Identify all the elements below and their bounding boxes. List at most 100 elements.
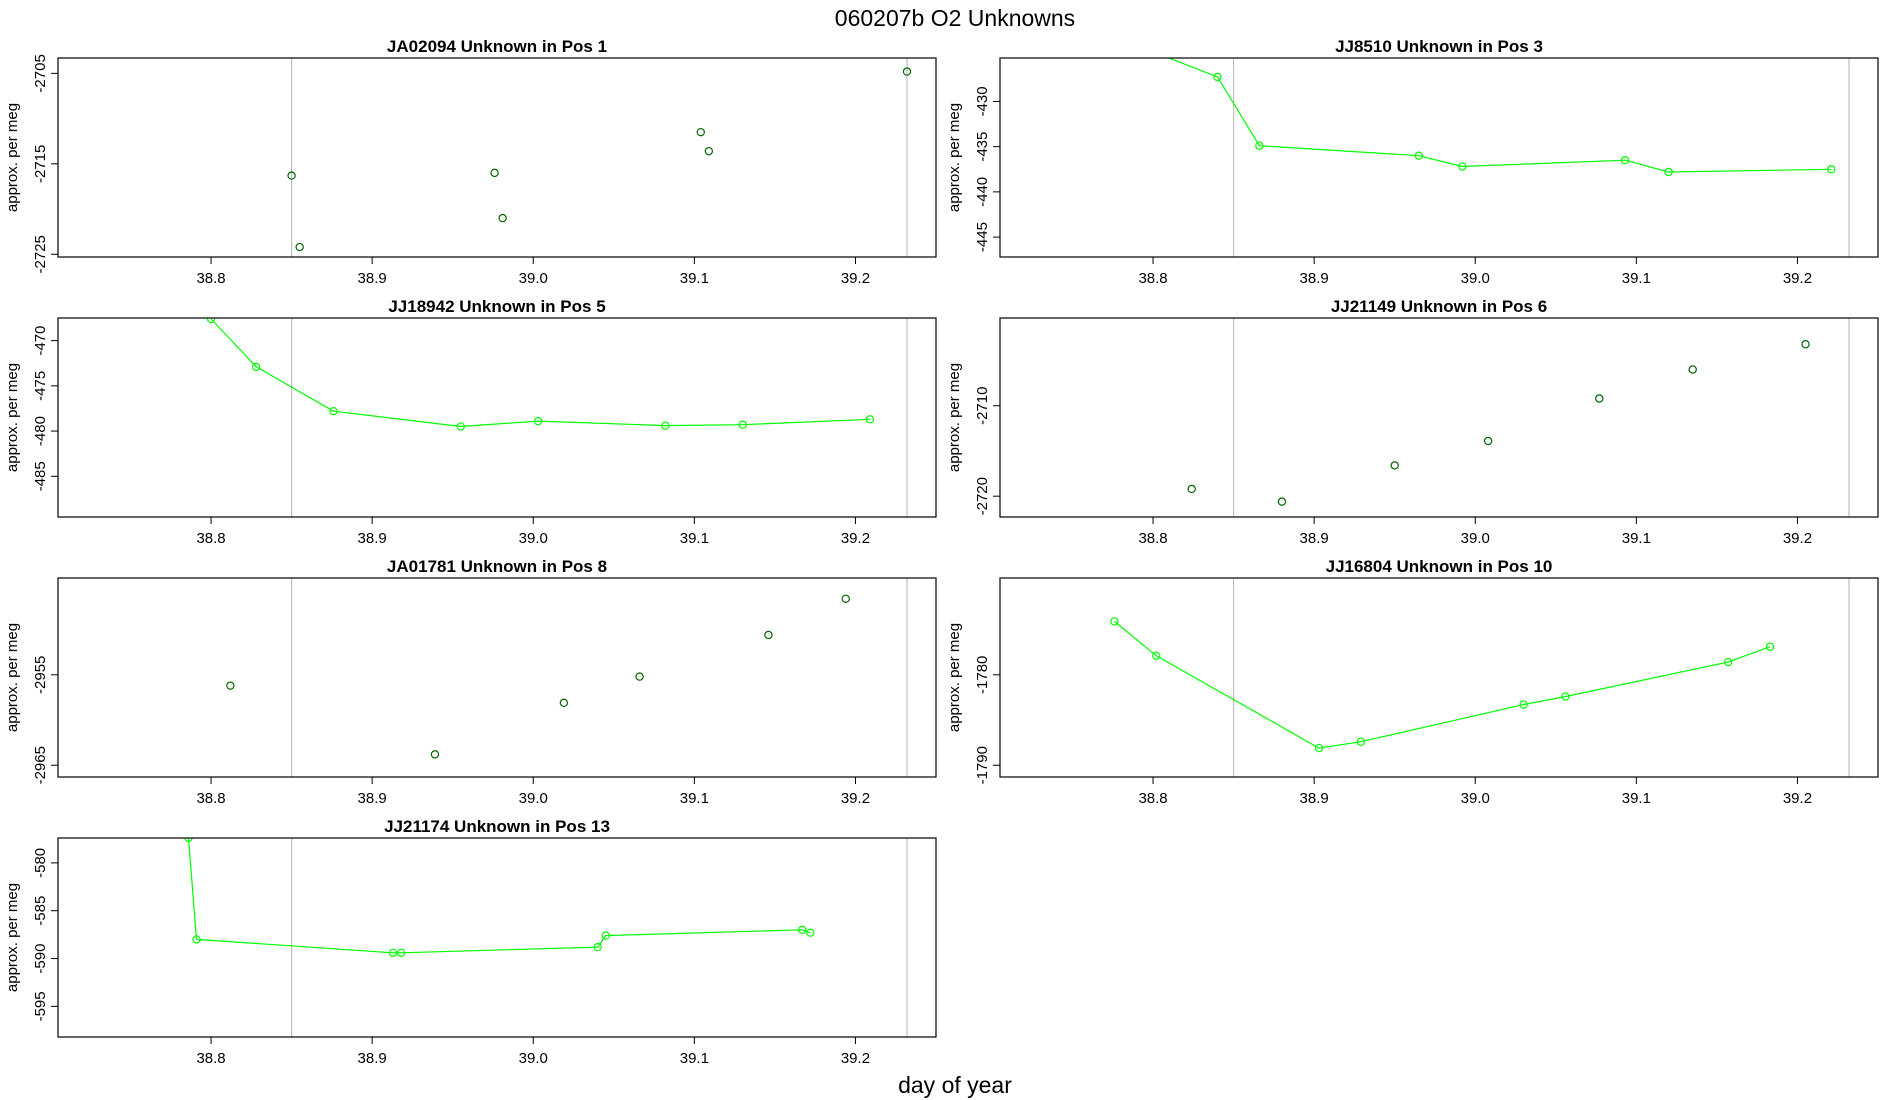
panel-5-point-4 [635, 672, 644, 681]
panel-1-frame [57, 57, 937, 258]
panel-3-point-4 [456, 422, 465, 431]
panel-6-plot-area [1110, 578, 1850, 777]
panel-2-xtick-label-1: 38.8 [1138, 270, 1167, 287]
panel-4-xtick-label-2: 38.9 [1300, 530, 1329, 547]
panel-7-ytick-label-4: -595 [32, 991, 49, 1021]
panel-4-xtick-label-5: 39.2 [1783, 530, 1812, 547]
panel-2-title: JJ8510 Unknown in Pos 3 [1335, 37, 1543, 56]
panel-5-ytick-label-1: -2955 [32, 656, 49, 694]
panel-2-point-5 [1458, 162, 1467, 171]
panel-1-title: JA02094 Unknown in Pos 1 [387, 37, 607, 56]
panel-6-point-2 [1152, 651, 1161, 660]
panel-5-xtick-label-4: 39.1 [680, 790, 709, 807]
panel-1-point-6 [704, 146, 714, 156]
panel-2-point-2 [1213, 72, 1222, 82]
panel-6-ytick-label-1: -1780 [974, 656, 991, 694]
panel-3-xtick-label-3: 39.0 [519, 530, 548, 547]
panel-3-plot-area [206, 318, 908, 517]
panel-4-ytick-label-2: -2720 [974, 477, 991, 515]
figure-title: 060207b O2 Unknowns [835, 5, 1075, 31]
panel-2-ytick-label-3: -440 [974, 177, 991, 207]
panel-6-point-4 [1356, 737, 1366, 746]
panel-4-point-5 [1595, 394, 1604, 403]
panel-7-xtick-label-5: 39.2 [841, 1050, 870, 1067]
panel-2-y-axis-label: approx. per meg [946, 103, 963, 212]
x-axis-label: day of year [898, 1072, 1012, 1098]
panel-4-xtick-label-1: 38.8 [1138, 530, 1167, 547]
panel-1-point-3 [490, 168, 499, 178]
panel-1-plot-area [287, 58, 912, 257]
panel-7-point-8 [806, 928, 815, 937]
panel-3-xtick-label-4: 39.1 [680, 530, 709, 547]
panel-4-xtick-label-3: 39.0 [1461, 530, 1490, 547]
panel-6-ytick-label-2: -1790 [974, 746, 991, 784]
panel-5-point-3 [559, 698, 569, 708]
panel-4-point-1 [1187, 484, 1196, 494]
panel-1-point-2 [295, 242, 304, 252]
panel-6-point-1 [1110, 617, 1119, 626]
panel-1-ytick-label-2: -2715 [32, 145, 49, 183]
panel-5-title: JA01781 Unknown in Pos 8 [387, 557, 607, 576]
panel-2-point-3 [1255, 141, 1264, 150]
panel-3-frame [57, 317, 937, 518]
panel-7-point-3 [388, 948, 398, 958]
panel-7: JJ21174 Unknown in Pos 13 38.8 38.9 39.0 39.… [4, 817, 937, 1067]
panel-3-ytick-label-2: -475 [32, 371, 49, 401]
panel-7-plot-area [184, 838, 908, 1037]
panel-4-title: JJ21149 Unknown in Pos 6 [1331, 297, 1547, 316]
panel-6-xtick-label-2: 38.9 [1300, 790, 1329, 807]
panel-6-frame [999, 577, 1879, 778]
panel-1-ytick-label-1: -2705 [32, 54, 49, 92]
panel-6-point-7 [1723, 657, 1733, 667]
panel-1-ytick-label-3: -2725 [32, 235, 49, 273]
panel-3-xtick-label-2: 38.9 [358, 530, 387, 547]
panel-3-point-2 [251, 362, 261, 372]
panel-7-point-4 [396, 948, 406, 958]
panel-7-point-2 [192, 935, 201, 944]
panel-4-plot-area [1187, 318, 1850, 517]
panel-6-point-8 [1765, 642, 1775, 651]
panel-6-xtick-label-5: 39.2 [1783, 790, 1812, 807]
panel-2-xtick-label-5: 39.2 [1783, 270, 1812, 287]
panel-6-point-3 [1314, 743, 1324, 753]
panel-4-point-2 [1277, 497, 1287, 506]
panel-3-point-6 [661, 421, 670, 430]
panel-7-frame [57, 837, 937, 1038]
panel-3-series-line [210, 318, 870, 428]
panel-7-xtick-label-1: 38.8 [196, 1050, 225, 1067]
panel-5-frame [57, 577, 937, 778]
panel-6: JJ16804 Unknown in Pos 10 38.8 38.9 39.0 39.… [946, 557, 1879, 807]
panel-5-point-1 [226, 681, 235, 690]
panel-5-point-5 [764, 630, 773, 640]
panels: JA02094 Unknown in Pos 1 38.8 38.9 39.0 39.1… [4, 37, 1879, 1067]
panel-3-ytick-label-3: -480 [32, 416, 49, 446]
panel-5-xtick-label-5: 39.2 [841, 790, 870, 807]
panel-1-xtick-label-3: 39.0 [519, 270, 548, 287]
panel-1-xtick-label-1: 38.8 [196, 270, 225, 287]
panel-4-point-6 [1688, 365, 1697, 374]
panel-4-point-4 [1483, 436, 1493, 446]
panel-2-xtick-label-3: 39.0 [1461, 270, 1490, 287]
panel-2-xtick-label-2: 38.9 [1300, 270, 1329, 287]
panel-2-series-line [1167, 58, 1832, 173]
panel-7-point-6 [601, 931, 610, 940]
panel-1-point-7 [902, 67, 912, 76]
panel-6-point-6 [1561, 692, 1570, 701]
panel-7-ytick-label-3: -590 [32, 944, 49, 974]
panel-4-ytick-label-1: -2710 [974, 387, 991, 425]
panel-3-xtick-label-5: 39.2 [841, 530, 870, 547]
panel-4-xtick-label-4: 39.1 [1622, 530, 1651, 547]
panel-1-xtick-label-2: 38.9 [358, 270, 387, 287]
panel-5-xtick-label-3: 39.0 [519, 790, 548, 807]
panel-7-y-axis-label: approx. per meg [4, 883, 21, 992]
panel-6-title: JJ16804 Unknown in Pos 10 [1326, 557, 1553, 576]
panel-5-point-2 [430, 750, 440, 759]
panel-4-y-axis-label: approx. per meg [946, 363, 963, 472]
panel-7-point-7 [798, 925, 807, 935]
panel-1-xtick-label-4: 39.1 [680, 270, 709, 287]
panel-4-frame [999, 317, 1879, 518]
panel-7-xtick-label-3: 39.0 [519, 1050, 548, 1067]
panel-6-xtick-label-4: 39.1 [1622, 790, 1651, 807]
panel-2-point-1 [1149, 48, 1156, 55]
